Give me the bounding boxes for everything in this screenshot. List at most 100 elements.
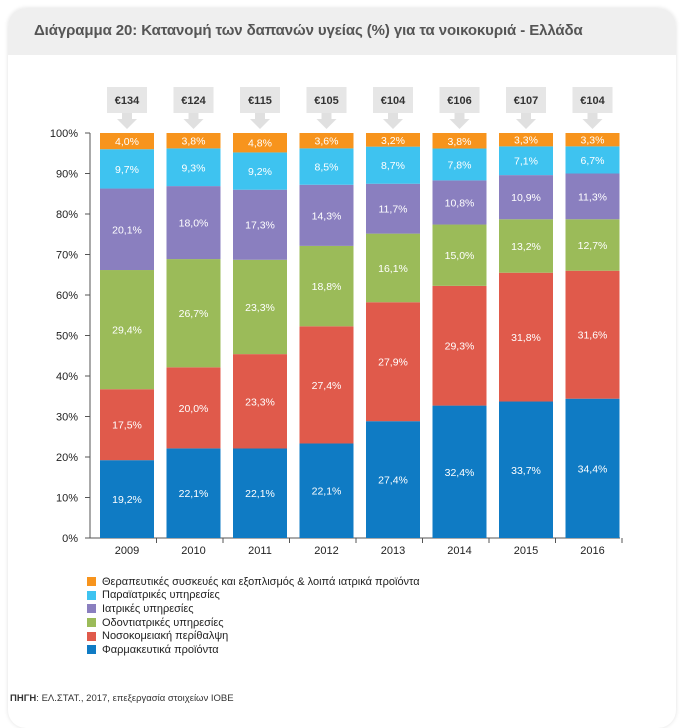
down-arrow-icon <box>383 113 403 129</box>
bar-segment <box>100 389 154 461</box>
x-tick-label: 2012 <box>314 545 338 557</box>
y-tick-label: 40% <box>56 371 78 383</box>
x-tick-label: 2015 <box>514 545 538 557</box>
data-label: 20,1% <box>112 224 142 236</box>
legend-swatch <box>87 618 96 628</box>
bar-segment <box>299 326 354 444</box>
stacked-bar-chart: 0% 10% 20% 30% 40% 50% 60% 70% 80% 90% 100% 2009 €13… <box>50 87 623 557</box>
y-tick-label: 0% <box>62 533 78 545</box>
data-label: 3,3% <box>514 135 538 147</box>
x-tick-label: 2016 <box>580 545 604 557</box>
total-callout-box <box>240 87 280 113</box>
bar-segment <box>366 421 420 538</box>
total-spend-label: €107 <box>514 95 538 107</box>
bar-segment <box>166 448 221 538</box>
legend-item: Νοσοκομειακή περίθαλψη <box>87 629 420 643</box>
data-label: 11,7% <box>379 204 408 216</box>
down-arrow-icon <box>582 113 603 129</box>
bar-segment <box>499 133 553 147</box>
bar-segment <box>565 219 620 271</box>
total-callout-box <box>572 87 613 113</box>
total-spend-label: €104 <box>381 95 406 107</box>
x-tick-label: 2011 <box>248 545 272 557</box>
legend-swatch <box>87 604 96 614</box>
down-arrow-icon <box>250 113 270 129</box>
total-callout-box <box>439 87 480 113</box>
legend: Θεραπευτικές συσκευές και εξοπλισμός & λ… <box>87 575 420 657</box>
data-label: 29,4% <box>112 325 142 337</box>
bar-segment <box>366 146 420 184</box>
bar-segment <box>432 148 487 181</box>
bar-segment <box>299 148 354 185</box>
bar-segment <box>299 245 354 327</box>
bar-segment <box>366 183 420 234</box>
y-tick-label: 100% <box>50 128 78 140</box>
y-tick-label: 70% <box>56 250 78 262</box>
data-label: 20,0% <box>179 403 209 415</box>
data-label: 31,8% <box>511 332 541 344</box>
total-callout-box <box>107 87 147 113</box>
data-label: 23,3% <box>245 396 275 408</box>
source-text: : ΕΛ.ΣΤΑΤ., 2017, επεξεργασία στοιχείων … <box>36 693 234 704</box>
bar-segment <box>166 148 221 187</box>
x-tick-label: 2013 <box>381 545 405 557</box>
data-label: 29,3% <box>445 341 475 353</box>
x-tick-label: 2014 <box>447 545 471 557</box>
y-tick-label: 60% <box>56 290 78 302</box>
chart-title: Διάγραμμα 20: Κατανομή των δαπανών υγεία… <box>34 22 583 39</box>
data-label: 32,4% <box>445 467 475 479</box>
bar-segment <box>432 180 487 225</box>
y-tick-label: 30% <box>56 412 78 424</box>
total-spend-label: €106 <box>447 95 471 107</box>
down-arrow-icon <box>183 113 204 129</box>
data-label: 27,4% <box>378 475 408 487</box>
bar-segment <box>233 448 287 538</box>
y-tick-label: 90% <box>56 169 78 181</box>
data-label: 6,7% <box>581 155 605 167</box>
bar-segment <box>565 173 620 220</box>
source-note: ΠΗΓΗ: ΕΛ.ΣΤΑΤ., 2017, επεξεργασία στοιχε… <box>10 693 234 704</box>
data-label: 3,3% <box>581 135 605 147</box>
total-callout-box <box>506 87 546 113</box>
y-tick-label: 20% <box>56 452 78 464</box>
legend-swatch <box>87 590 96 600</box>
legend-item: Παραϊατρικές υπηρεσίες <box>87 589 420 603</box>
data-label: 33,7% <box>511 465 541 477</box>
x-tick-label: 2010 <box>181 545 205 557</box>
down-arrow-icon <box>516 113 536 129</box>
legend-item: Θεραπευτικές συσκευές και εξοπλισμός & λ… <box>87 575 420 589</box>
total-spend-label: €124 <box>181 95 206 107</box>
legend-label: Ιατρικές υπηρεσίες <box>102 602 194 615</box>
legend-label: Παραϊατρικές υπηρεσίες <box>102 589 220 602</box>
down-arrow-icon <box>117 113 137 129</box>
data-label: 27,9% <box>378 357 408 369</box>
data-label: 12,7% <box>578 240 608 252</box>
data-label: 11,3% <box>578 191 607 203</box>
data-label: 15,0% <box>445 250 475 262</box>
bar-segment <box>432 224 487 286</box>
legend-item: Οδοντιατρικές υπηρεσίες <box>87 616 420 630</box>
bar-segment <box>100 133 154 150</box>
bar-segment <box>432 133 487 149</box>
bar-segment <box>565 270 620 399</box>
data-label: 3,6% <box>315 136 339 148</box>
data-label: 14,3% <box>312 210 342 222</box>
bar-segment <box>100 460 154 538</box>
bar-segment <box>366 133 420 147</box>
bar-segment <box>499 272 553 402</box>
bar-segment <box>499 401 553 538</box>
bar-segment <box>565 398 620 538</box>
data-label: 9,3% <box>182 162 206 174</box>
down-arrow-icon <box>449 113 470 129</box>
y-tick-label: 50% <box>56 331 78 343</box>
data-label: 10,8% <box>445 197 475 209</box>
data-label: 9,7% <box>115 164 139 176</box>
bar-segment <box>432 405 487 538</box>
legend-item: Φαρμακευτικά προϊόντα <box>87 643 420 657</box>
bar-segment <box>100 188 154 271</box>
bar-segment <box>233 133 287 153</box>
total-spend-label: €105 <box>314 95 338 107</box>
legend-item: Ιατρικές υπηρεσίες <box>87 602 420 616</box>
bar-segment <box>366 302 420 422</box>
legend-swatch <box>87 577 96 587</box>
